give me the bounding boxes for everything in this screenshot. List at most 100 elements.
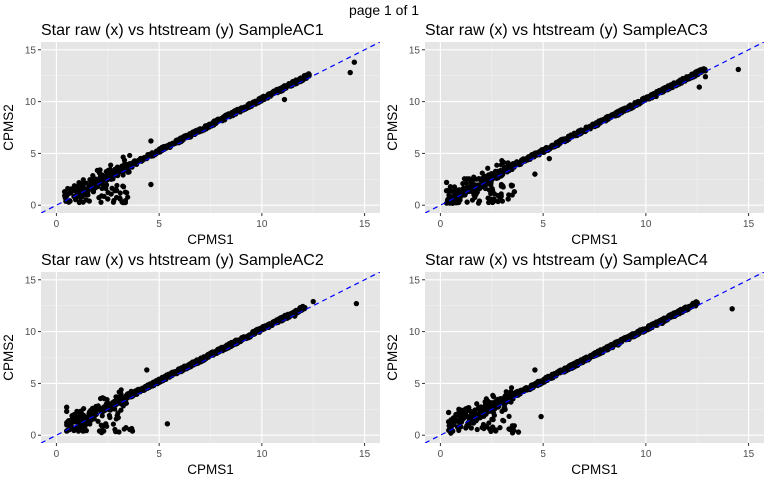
data-point — [353, 300, 360, 307]
data-point — [474, 401, 480, 407]
data-point — [509, 182, 516, 189]
scatter-panel: 0 5 10 15 0 5 10 15 Star raw (x) vs htstream (y)… — [385, 22, 764, 247]
x-axis-label: CPMS1 — [571, 462, 618, 477]
x-axis-label: CPMS1 — [187, 232, 234, 247]
data-point — [164, 421, 171, 427]
data-point — [92, 184, 98, 190]
data-point — [501, 405, 507, 411]
data-point — [463, 180, 469, 186]
plot-contents — [425, 272, 764, 443]
y-tick-label: 5 — [30, 379, 36, 390]
data-point — [144, 367, 150, 373]
data-point — [103, 182, 110, 188]
data-point — [702, 68, 709, 74]
data-point — [463, 425, 469, 431]
data-point — [476, 412, 483, 419]
data-point — [81, 406, 87, 412]
data-point — [729, 306, 735, 312]
y-tick-label: 5 — [414, 379, 420, 390]
identity-reference-line — [41, 42, 380, 213]
y-axis-label: CPMS2 — [1, 334, 16, 381]
x-tick-label: 15 — [359, 449, 371, 460]
y-axis-label: CPMS2 — [385, 334, 400, 381]
data-point — [490, 410, 497, 416]
x-tick-label: 0 — [438, 219, 444, 230]
plot-contents — [41, 42, 380, 213]
x-tick-label: 10 — [256, 449, 268, 460]
data-point — [120, 183, 126, 189]
data-point — [351, 59, 358, 65]
x-tick-label: 15 — [743, 219, 755, 230]
data-point — [116, 389, 122, 395]
page-label: page 1 of 1 — [348, 2, 420, 18]
data-point — [292, 313, 298, 319]
y-tick-label: 5 — [30, 149, 36, 160]
x-tick-label: 0 — [54, 449, 60, 460]
data-point — [110, 421, 116, 427]
data-point — [63, 408, 70, 415]
data-point — [98, 199, 104, 205]
data-point — [128, 391, 134, 397]
data-point — [72, 197, 79, 203]
data-point — [71, 427, 77, 434]
data-point — [75, 188, 82, 194]
data-point — [451, 421, 457, 428]
data-point — [347, 69, 353, 76]
data-point — [255, 99, 261, 106]
data-point — [497, 425, 503, 431]
data-point — [91, 410, 97, 416]
data-point — [148, 181, 154, 188]
data-point — [127, 152, 133, 159]
data-point — [502, 393, 508, 399]
data-point — [75, 428, 82, 434]
data-point — [532, 367, 538, 373]
data-point — [446, 192, 452, 198]
data-point — [490, 171, 496, 177]
data-point — [114, 182, 120, 189]
data-point — [102, 407, 108, 413]
data-point — [482, 185, 489, 192]
data-point — [508, 164, 514, 171]
y-tick-label: 10 — [25, 327, 37, 338]
data-point — [112, 426, 118, 433]
y-tick-label: 0 — [414, 431, 420, 442]
data-point — [694, 300, 700, 307]
data-point — [485, 165, 491, 171]
data-point — [443, 188, 450, 194]
data-point — [80, 428, 86, 434]
data-point — [116, 429, 122, 435]
x-tick-label: 5 — [156, 219, 162, 230]
data-point — [515, 429, 522, 435]
scatter-panel: 0 5 10 15 0 5 10 15 Star raw (x) vs htstream (y)… — [1, 252, 380, 477]
data-point — [493, 427, 499, 433]
data-point — [72, 419, 78, 425]
data-point — [108, 162, 114, 168]
data-point — [124, 190, 130, 196]
data-point — [479, 170, 485, 176]
data-point — [104, 396, 110, 403]
data-point — [491, 191, 497, 197]
data-point — [80, 414, 86, 421]
y-tick-label: 10 — [409, 327, 421, 338]
data-point — [148, 138, 154, 144]
data-point — [107, 414, 113, 421]
x-tick-label: 5 — [540, 449, 546, 460]
x-tick-label: 5 — [156, 449, 162, 460]
data-point — [501, 418, 507, 424]
data-point — [538, 413, 544, 420]
data-point — [114, 187, 120, 194]
data-point — [472, 194, 478, 200]
data-point — [74, 408, 80, 415]
identity-reference-line — [425, 42, 764, 213]
identity-reference-line — [41, 272, 380, 443]
scatter-panel: 0 5 10 15 0 5 10 15 Star raw (x) vs htstream (y)… — [385, 252, 764, 477]
data-point — [110, 176, 116, 182]
data-point — [66, 199, 72, 205]
x-tick-label: 0 — [438, 449, 444, 460]
data-point — [87, 421, 93, 427]
chart-title: Star raw (x) vs htstream (y) SampleAC2 — [41, 252, 324, 269]
y-axis-label: CPMS2 — [1, 104, 16, 151]
data-point — [498, 191, 504, 197]
data-point — [497, 398, 503, 404]
